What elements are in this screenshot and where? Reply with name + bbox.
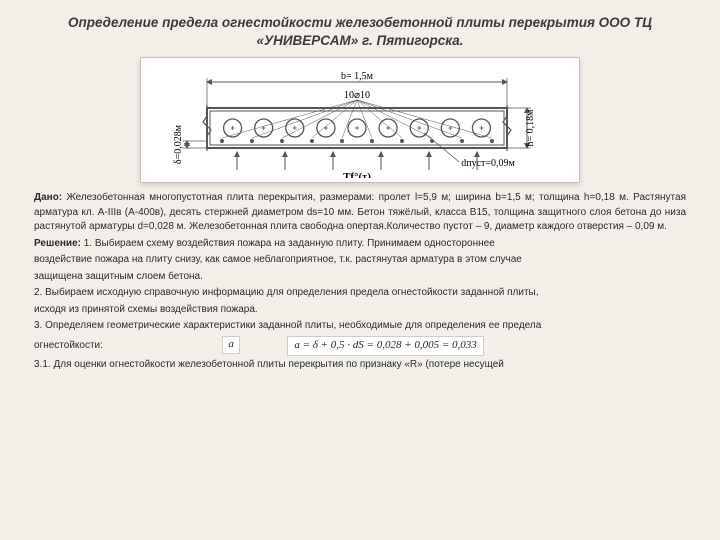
dano-text: Железобетонная многопустотная плита пере… bbox=[34, 192, 686, 232]
svg-text:dпуст=0,09м: dпуст=0,09м bbox=[461, 158, 515, 169]
svg-text:10⌀10: 10⌀10 bbox=[344, 90, 370, 101]
svg-text:Tf°(τ): Tf°(τ) bbox=[343, 171, 371, 178]
r6: 3. Определяем геометрические характерист… bbox=[34, 319, 686, 334]
r3: защищена защитным слоем бетона. bbox=[34, 270, 686, 285]
page-title: Определение предела огнестойкости железо… bbox=[34, 14, 686, 49]
r5: исходя из принятой схемы воздействия пож… bbox=[34, 303, 686, 318]
r1: 1. Выбираем схему воздействия пожара на … bbox=[81, 238, 495, 249]
svg-text:b= 1,5м: b= 1,5м bbox=[341, 71, 374, 82]
formula-a: a bbox=[222, 336, 240, 354]
svg-text:δ=0,028м: δ=0,028м bbox=[173, 124, 184, 164]
r8: 3.1. Для оценки огнестойкости железобето… bbox=[34, 358, 686, 373]
resh-label: Решение: bbox=[34, 238, 81, 249]
body-text: Дано: Железобетонная многопустотная плит… bbox=[34, 191, 686, 372]
formula-main: a = δ + 0,5 · dS = 0,028 + 0,005 = 0,033 bbox=[287, 336, 483, 356]
r2: воздействие пожара на плиту снизу, как с… bbox=[34, 253, 686, 268]
svg-text:h= 0,18м: h= 0,18м bbox=[525, 109, 536, 147]
r7a: огнестойкости: bbox=[34, 340, 103, 351]
slab-diagram: b= 1,5м 10⌀10 h= 0,18м δ=0,028м dпуст=0,09м T… bbox=[140, 57, 580, 183]
dano-label: Дано: bbox=[34, 192, 62, 203]
r4: 2. Выбираем исходную справочную информац… bbox=[34, 286, 686, 301]
